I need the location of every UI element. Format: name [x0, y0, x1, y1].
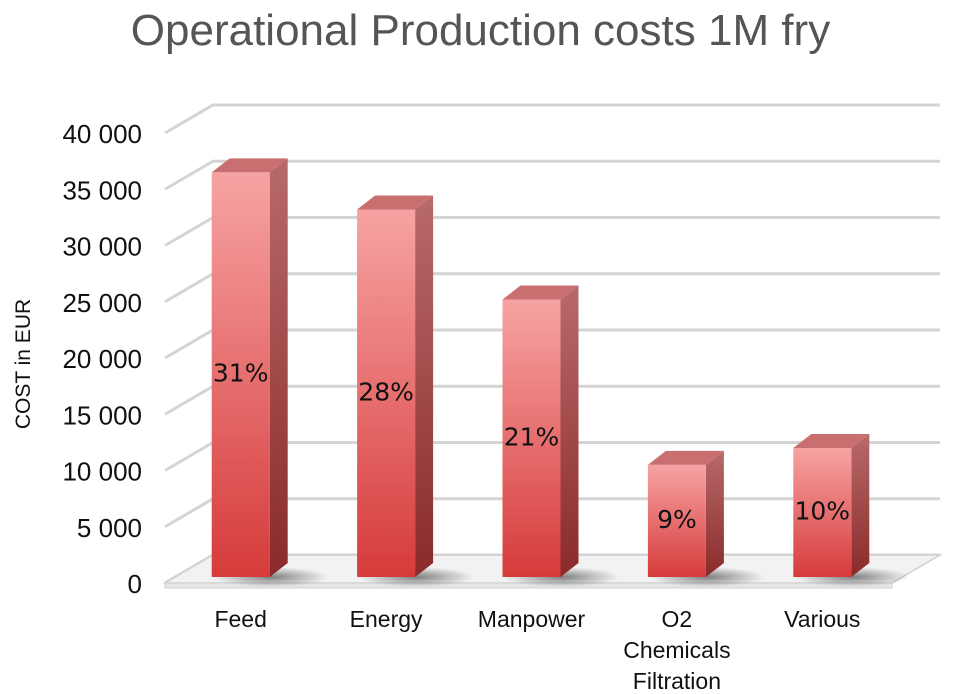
- y-axis-ticks: 0 5 000 10 000 15 000 20 000 25 000 30 000 35 0…: [62, 119, 142, 599]
- bar-front: [357, 209, 416, 577]
- category-label: Manpower: [478, 606, 586, 632]
- y-axis-label: COST in EUR: [12, 299, 35, 429]
- category-label: Energy: [350, 606, 423, 632]
- bar-front: [793, 448, 852, 577]
- y-tick-label: 5 000: [77, 513, 142, 543]
- bar: 28%: [357, 195, 475, 587]
- bar-side: [269, 158, 288, 577]
- bar-top: [647, 450, 724, 465]
- gridline: [164, 159, 940, 191]
- bar: 9%: [647, 450, 765, 587]
- category-label: Feed: [214, 606, 266, 632]
- bar-top: [502, 285, 579, 300]
- bar: 10%: [793, 434, 911, 587]
- y-tick-label: 20 000: [62, 344, 142, 374]
- bar-side: [415, 195, 434, 577]
- y-tick-label: 25 000: [62, 288, 142, 318]
- data-label: 21%: [504, 422, 560, 451]
- bar-front: [502, 299, 561, 577]
- y-tick-label: 35 000: [62, 175, 142, 205]
- bar-front: [211, 172, 270, 577]
- bar-top: [357, 195, 434, 210]
- bars: 31% 28% 21% 9% 10%: [211, 158, 911, 587]
- y-tick-label: 0: [128, 569, 142, 599]
- y-tick-label: 40 000: [62, 119, 142, 149]
- data-label: 31%: [213, 359, 269, 388]
- bar-top: [793, 434, 870, 448]
- category-label: Various: [784, 606, 860, 632]
- category-label: O2 Chemicals Filtration: [623, 606, 730, 694]
- data-label: 9%: [657, 505, 697, 534]
- data-label: 10%: [795, 497, 851, 526]
- chart-title: Operational Production costs 1M fry: [130, 6, 831, 55]
- bar-side: [851, 434, 870, 577]
- bar: 31%: [211, 158, 329, 587]
- y-tick-label: 15 000: [62, 400, 142, 430]
- bar-front: [647, 464, 706, 577]
- bar-side: [560, 285, 579, 577]
- gridline: [164, 103, 940, 135]
- bar-top: [211, 158, 288, 173]
- y-tick-label: 30 000: [62, 232, 142, 262]
- y-tick-label: 10 000: [62, 457, 142, 487]
- data-label: 28%: [358, 377, 414, 406]
- x-axis-categories: Feed Energy Manpower O2 Chemicals Filtration V…: [214, 606, 860, 694]
- bar: 21%: [502, 285, 620, 587]
- bar-side: [705, 450, 724, 577]
